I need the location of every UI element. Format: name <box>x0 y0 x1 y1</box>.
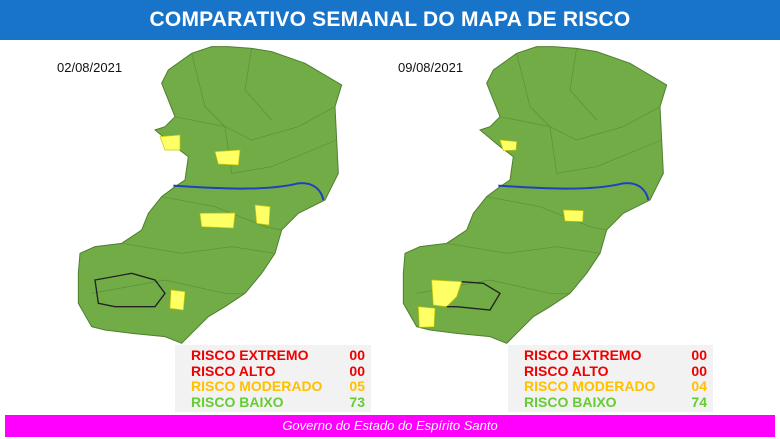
stat-row-alto: RISCO ALTO 00 <box>508 362 713 380</box>
map-date-right: 09/08/2021 <box>398 60 464 75</box>
stat-row-baixo: RISCO BAIXO 73 <box>175 393 371 411</box>
stat-row-extremo: RISCO EXTREMO 00 <box>508 347 713 364</box>
state-outline <box>77 46 343 344</box>
risk-summary-left: RISCO EXTREMO 00 RISCO ALTO 00 RISCO MODER… <box>175 345 371 412</box>
state-outline <box>402 46 668 344</box>
region-border <box>94 272 166 308</box>
stat-label: RISCO BAIXO <box>524 393 617 410</box>
stat-row-moderado: RISCO MODERADO 05 <box>175 378 371 395</box>
stat-row-moderado: RISCO MODERADO 04 <box>508 378 713 395</box>
stat-value: 00 <box>349 362 365 379</box>
municipality-borders <box>416 48 662 294</box>
stat-label: RISCO ALTO <box>191 362 276 379</box>
moderate-risk-areas <box>159 134 271 311</box>
stat-value: 04 <box>691 378 707 394</box>
municipality-borders <box>91 48 337 294</box>
stat-value: 00 <box>349 347 365 363</box>
stat-label: RISCO EXTREMO <box>191 347 309 363</box>
stat-row-extremo: RISCO EXTREMO 00 <box>175 347 371 364</box>
river <box>173 182 325 201</box>
stat-value: 73 <box>349 393 365 410</box>
page-title: COMPARATIVO SEMANAL DO MAPA DE RISCO <box>0 0 780 40</box>
stat-value: 00 <box>691 362 707 379</box>
risk-summary-right: RISCO EXTREMO 00 RISCO ALTO 00 RISCO MODER… <box>508 345 713 412</box>
risk-map-left <box>77 46 343 344</box>
stat-value: 05 <box>349 378 365 394</box>
stat-label: RISCO EXTREMO <box>524 347 642 363</box>
stat-label: RISCO MODERADO <box>191 378 323 394</box>
stat-label: RISCO ALTO <box>524 362 609 379</box>
stat-value: 00 <box>691 347 707 363</box>
stat-row-alto: RISCO ALTO 00 <box>175 362 371 380</box>
stat-label: RISCO MODERADO <box>524 378 656 394</box>
footer-banner: Governo do Estado do Espírito Santo <box>5 415 775 437</box>
river <box>498 182 650 201</box>
region-border <box>446 281 501 311</box>
risk-map-right <box>402 46 668 344</box>
map-date-left: 02/08/2021 <box>57 60 123 75</box>
moderate-risk-areas <box>417 139 584 328</box>
stat-label: RISCO BAIXO <box>191 393 284 410</box>
stat-row-baixo: RISCO BAIXO 74 <box>508 393 713 411</box>
stat-value: 74 <box>691 393 707 410</box>
